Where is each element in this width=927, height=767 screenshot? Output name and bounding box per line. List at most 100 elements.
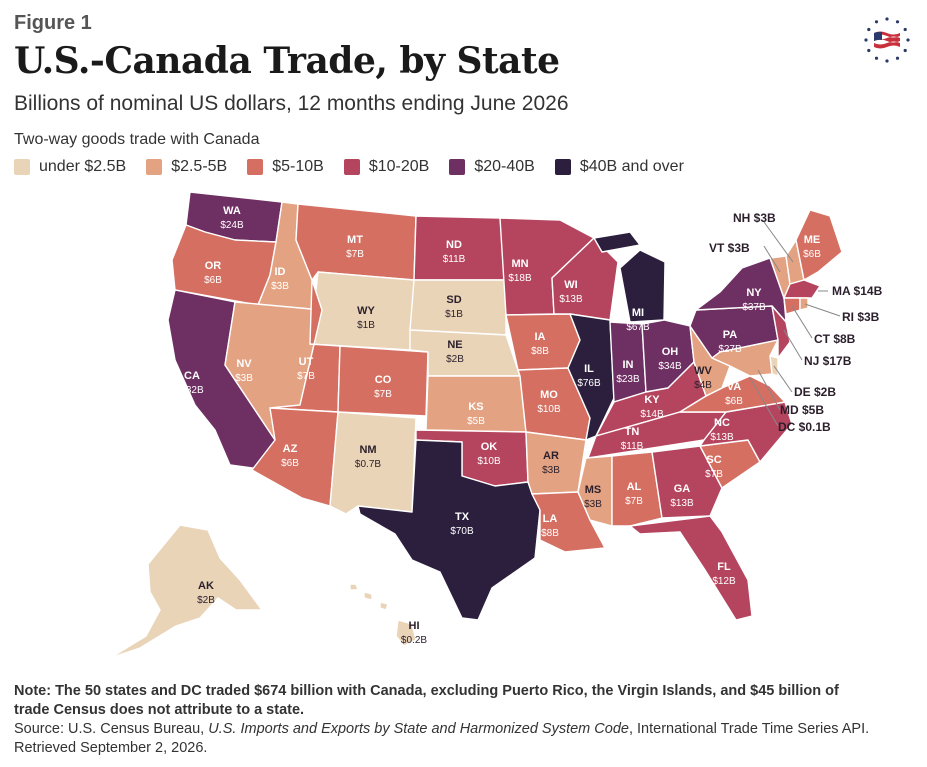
source-title: U.S. Imports and Exports by State and Ha… [208, 721, 629, 737]
state-code: VA [727, 381, 742, 393]
legend-label: $40B and over [579, 158, 684, 175]
state-code: OH [662, 346, 679, 358]
state-code: TX [455, 511, 470, 523]
state-value: $2B [197, 595, 215, 606]
state-al [611, 451, 663, 527]
legend-swatch [14, 159, 30, 175]
legend-item: $2.5-5B [146, 158, 227, 176]
state-code: ND [446, 239, 462, 251]
state-nj [771, 305, 791, 359]
state-code: CA [184, 370, 200, 382]
legend-item: $40B and over [554, 158, 684, 176]
state-value: $11B [621, 441, 644, 452]
legend-swatch [247, 159, 264, 175]
legend-label: $10-20B [368, 158, 430, 175]
legend-label: $5-10B [272, 158, 324, 175]
source-suffix: , International Trade Time Series API. R… [14, 721, 870, 756]
us-states-map: WA $24B OR $6B CA $32B ID $3B NV $3B MT … [109, 191, 883, 659]
callout-ma: MA $14B [832, 284, 883, 298]
state-ms [577, 455, 613, 527]
state-value: $7B [705, 469, 723, 480]
state-md [711, 339, 779, 377]
state-value: $8B [541, 528, 559, 539]
state-value: $7B [374, 389, 392, 400]
state-value: $3B [542, 465, 560, 476]
state-code: GA [674, 483, 691, 495]
legend-label: $20-40B [474, 158, 535, 175]
state-value: $11B [443, 254, 466, 265]
state-value: $4B [694, 380, 712, 391]
state-value: $67B [626, 322, 650, 333]
state-code: FL [717, 561, 731, 573]
state-fl [629, 515, 753, 621]
state-code: WY [357, 305, 375, 317]
state-value: $6B [281, 458, 299, 469]
state-value: $7B [297, 371, 315, 382]
state-value: $13B [559, 294, 583, 305]
state-value: $23B [616, 374, 640, 385]
callout-nh: NH $3B [733, 211, 776, 225]
state-value: $6B [204, 275, 222, 286]
state-labels: WA $24B OR $6B CA $32B ID $3B NV $3B MT … [180, 205, 821, 646]
state-code: MS [585, 484, 602, 496]
state-hi [349, 583, 417, 647]
callout-dc: DC $0.1B [778, 420, 831, 434]
state-code: NM [359, 444, 376, 456]
state-code: IL [584, 363, 594, 375]
state-code: MO [540, 389, 558, 401]
state-code: TN [625, 426, 640, 438]
legend-label: under $2.5B [39, 158, 127, 175]
small-state-callouts: NH $3B VT $3B MA $14B RI $3B CT $8B NJ $… [709, 211, 883, 434]
state-value: $0.7B [355, 459, 381, 470]
state-value: $13B [710, 432, 734, 443]
state-value: $6B [725, 396, 743, 407]
callout-de: DE $2B [794, 385, 836, 399]
state-code: WV [694, 365, 712, 377]
state-ri [799, 297, 809, 311]
callout-md: MD $5B [780, 403, 824, 417]
state-code: AK [198, 580, 214, 592]
state-code: OR [205, 260, 222, 272]
state-value: $27B [718, 344, 742, 355]
state-value: $7B [625, 496, 643, 507]
state-code: NV [236, 358, 252, 370]
legend-swatch [449, 159, 466, 175]
state-value: $37B [742, 302, 766, 313]
state-code: IA [535, 331, 546, 343]
subtitle: Billions of nominal US dollars, 12 month… [14, 92, 569, 115]
state-code: LA [543, 513, 558, 525]
state-code: AL [627, 481, 642, 493]
state-tx [357, 439, 541, 621]
state-ak [109, 524, 263, 659]
state-code: SD [446, 294, 461, 306]
state-value: $34B [658, 361, 682, 372]
state-value: $13B [670, 498, 694, 509]
state-value: $3B [235, 373, 253, 384]
legend: under $2.5B $2.5-5B $5-10B $10-20B $20-4… [14, 158, 704, 176]
state-code: MI [632, 307, 644, 319]
state-value: $3B [584, 499, 602, 510]
state-code: ID [275, 266, 286, 278]
page-title: U.S.-Canada Trade, by State [14, 40, 560, 82]
state-value: $14B [640, 409, 664, 420]
state-value: $3B [271, 281, 289, 292]
legend-swatch [343, 159, 360, 175]
state-code: SC [706, 454, 721, 466]
callout-ct: CT $8B [814, 332, 856, 346]
state-value: $10B [537, 404, 561, 415]
state-code: HI [409, 620, 420, 632]
state-value: $18B [508, 273, 532, 284]
state-code: AR [543, 450, 559, 462]
state-code: WA [223, 205, 241, 217]
state-value: $1B [445, 309, 463, 320]
legend-item: $5-10B [247, 158, 324, 176]
legend-label: $2.5-5B [171, 158, 228, 175]
state-code: MT [347, 234, 363, 246]
state-value: $24B [220, 220, 244, 231]
state-code: IN [623, 359, 634, 371]
legend-swatch [554, 159, 571, 175]
state-value: $8B [531, 346, 549, 357]
state-mi [593, 231, 666, 323]
state-code: NY [746, 287, 762, 299]
state-code: WI [564, 279, 577, 291]
